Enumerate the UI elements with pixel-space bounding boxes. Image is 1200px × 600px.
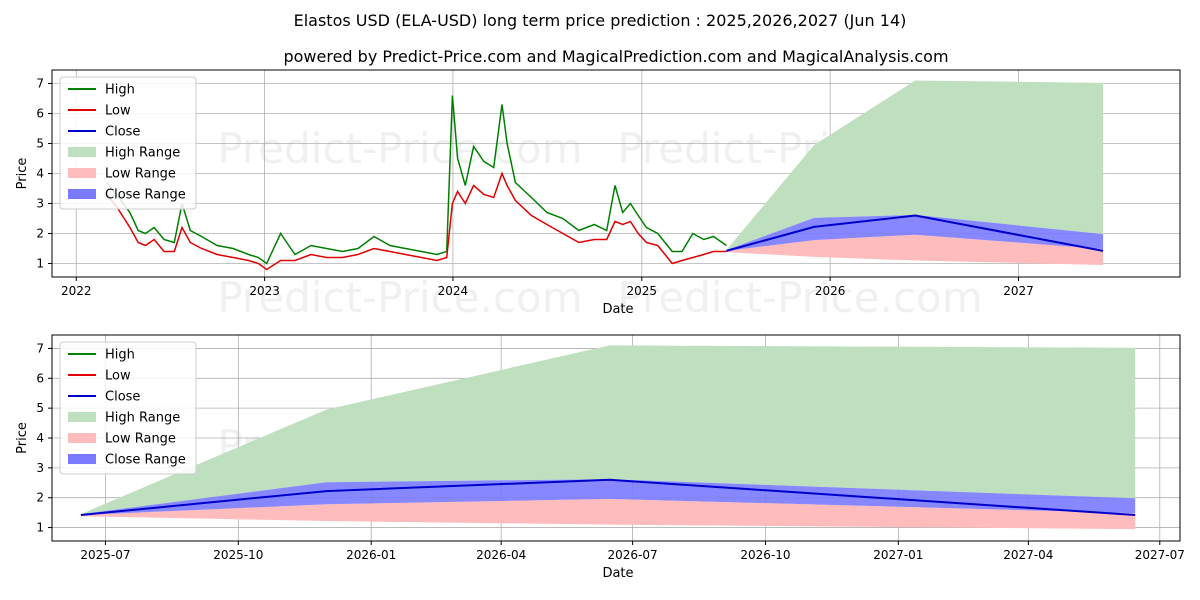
x-tick-label: 2025-10 <box>213 548 263 562</box>
plot-area <box>106 80 1104 271</box>
y-tick-label: 3 <box>36 461 44 475</box>
y-tick-label: 7 <box>36 77 44 91</box>
x-tick-label: 2027-07 <box>1135 548 1185 562</box>
watermark-text: Predict-Price.com <box>617 273 982 322</box>
x-tick-label: 2026-10 <box>740 548 790 562</box>
x-tick-label: 2025 <box>627 284 658 298</box>
y-tick-label: 4 <box>36 167 44 181</box>
x-tick-label: 2022 <box>61 284 92 298</box>
legend-label: Close Range <box>105 453 186 468</box>
legend: High Low Close High Range Low Range Close Ran… <box>59 76 197 210</box>
legend-label: Close <box>105 390 140 405</box>
x-axis-label: Date <box>602 302 633 317</box>
legend-swatch-patch <box>68 433 96 443</box>
legend-label: High <box>105 348 135 363</box>
x-tick-label: 2026 <box>815 284 846 298</box>
y-tick-label: 2 <box>36 491 44 505</box>
high-series-line <box>106 95 727 265</box>
close-forecast-line <box>80 478 1136 516</box>
y-axis-label: Price <box>15 422 30 454</box>
x-tick-label: 2027-04 <box>1003 548 1053 562</box>
x-tick-label: 2025-07 <box>80 548 130 562</box>
close-range-band <box>80 479 1136 515</box>
x-axis-label: Date <box>602 566 633 581</box>
legend-label: High <box>105 83 135 98</box>
chart-title: Elastos USD (ELA-USD) long term price pr… <box>294 11 907 30</box>
x-tick-label: 2026-07 <box>608 548 658 562</box>
x-tick-label: 2026-04 <box>476 548 526 562</box>
y-tick-label: 2 <box>36 227 44 241</box>
y-axis-label: Price <box>15 158 30 190</box>
legend: High Low Close High Range Low Range Close Ran… <box>59 341 197 475</box>
low-range-band <box>80 498 1136 530</box>
legend-label: Low <box>105 369 131 384</box>
y-tick-label: 3 <box>36 197 44 211</box>
high-range-band <box>726 80 1104 250</box>
x-tick-label: 2027 <box>1003 284 1034 298</box>
y-tick-label: 6 <box>36 107 44 121</box>
low-series-line <box>106 171 727 271</box>
legend-label: High Range <box>105 411 180 426</box>
chart-subtitle: powered by Predict-Price.com and Magical… <box>283 47 948 66</box>
x-tick-label: 2027-01 <box>873 548 923 562</box>
high-range-band <box>80 345 1136 515</box>
y-tick-label: 4 <box>36 431 44 445</box>
top-panel: Predict-Price.com Predict-Price.com Predic… <box>15 69 1181 322</box>
y-tick-label: 6 <box>36 371 44 385</box>
x-tick-label: 2026-01 <box>346 548 396 562</box>
legend-label: Low Range <box>105 167 176 182</box>
bottom-panel: Predict-Price.comPredict-Price.com2025-0… <box>15 334 1185 581</box>
legend-label: Close <box>105 125 140 140</box>
low-range-band <box>726 234 1104 265</box>
legend-swatch-patch <box>68 189 96 199</box>
legend-swatch-patch <box>68 147 96 157</box>
legend-swatch-patch <box>68 412 96 422</box>
close-range-band <box>726 214 1104 251</box>
legend-swatch-patch <box>68 454 96 464</box>
y-tick-label: 1 <box>36 257 44 271</box>
close-forecast-line <box>726 214 1104 252</box>
plot-area <box>80 345 1136 530</box>
legend-swatch-patch <box>68 168 96 178</box>
watermark-text: Predict-Price.com <box>217 273 582 322</box>
watermark-text: Predict-Price.com <box>217 124 582 173</box>
x-tick-label: 2023 <box>249 284 280 298</box>
y-tick-label: 5 <box>36 137 44 151</box>
legend-label: Close Range <box>105 188 186 203</box>
x-tick-label: 2024 <box>438 284 469 298</box>
y-tick-label: 1 <box>36 521 44 535</box>
legend-label: High Range <box>105 146 180 161</box>
legend-label: Low <box>105 104 131 119</box>
legend-label: Low Range <box>105 432 176 447</box>
y-tick-label: 5 <box>36 401 44 415</box>
y-tick-label: 7 <box>36 341 44 355</box>
